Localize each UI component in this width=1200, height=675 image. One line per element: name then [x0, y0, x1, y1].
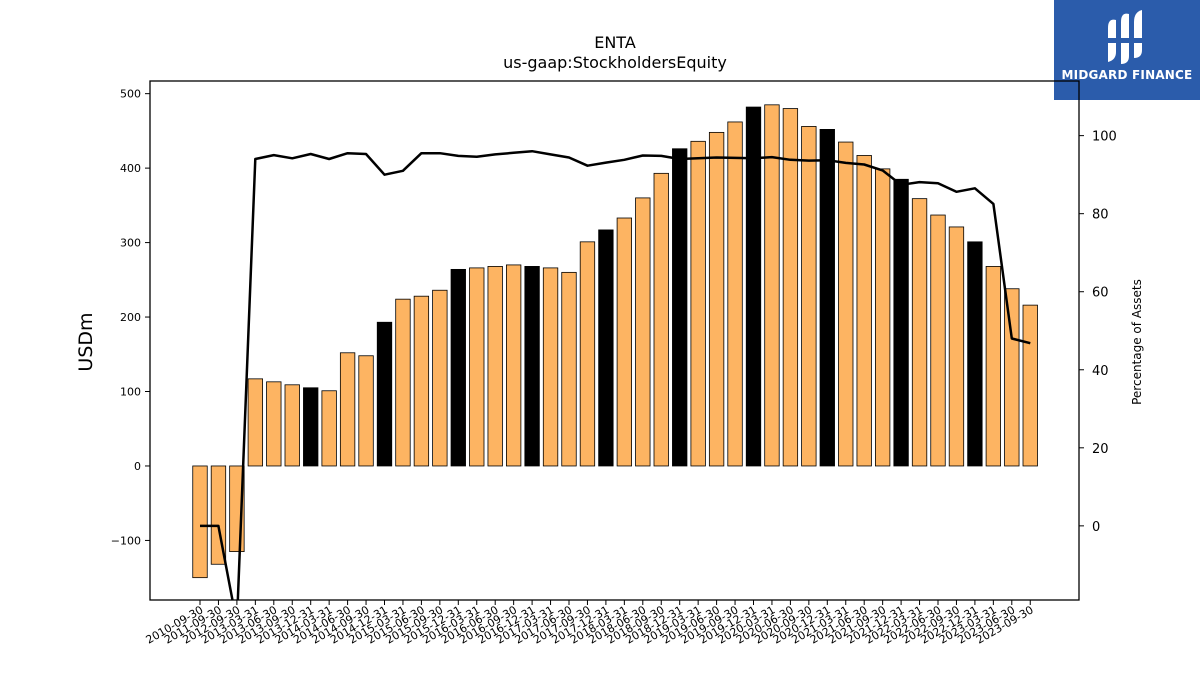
midgard-logo-mark-icon [1106, 10, 1146, 64]
bar [819, 129, 835, 467]
brand-logo: MIDGARD FINANCE [1054, 0, 1200, 100]
bar [653, 172, 669, 467]
y-tick-label: 200 [120, 311, 141, 324]
bar [432, 289, 448, 467]
y2-tick-label: 0 [1092, 520, 1100, 535]
bar [911, 198, 928, 467]
y2-tick-label: 40 [1092, 364, 1109, 379]
bar [764, 104, 780, 467]
bar [598, 229, 614, 467]
bar [450, 268, 466, 467]
bar [284, 384, 300, 467]
bar [948, 226, 965, 467]
bar [303, 387, 319, 467]
bar [985, 266, 1001, 467]
bar [339, 352, 356, 467]
bar [672, 148, 688, 467]
x-axis: 2010-09-302011-09-302012-09-302013-03-31… [144, 600, 1036, 647]
bar [321, 390, 337, 467]
bar [266, 381, 282, 467]
y2-tick-label: 80 [1092, 208, 1109, 223]
bar [469, 267, 485, 467]
bar [1022, 304, 1038, 467]
line-series [200, 149, 1031, 600]
brand-name: MIDGARD FINANCE [1061, 68, 1193, 82]
bar [247, 378, 264, 467]
y-tick-label: 0 [134, 460, 141, 473]
bar [616, 217, 632, 467]
bar [579, 241, 596, 467]
bar [782, 108, 799, 467]
bar [487, 266, 503, 467]
y2-tick-label: 20 [1092, 442, 1109, 457]
bar [413, 295, 430, 467]
bar [542, 267, 559, 467]
bar [856, 155, 872, 467]
bar-series [192, 104, 1038, 579]
percentage-line [200, 149, 1031, 600]
y2-tick-label: 100 [1092, 130, 1117, 145]
bar [561, 271, 577, 467]
bar [727, 121, 743, 467]
plot-frame [149, 80, 1080, 601]
bar [875, 168, 891, 467]
bar [395, 298, 411, 467]
bar [967, 241, 983, 467]
y-tick-label: 100 [120, 386, 141, 399]
bar [690, 140, 706, 467]
bar [745, 106, 762, 467]
bar [524, 266, 540, 467]
y-tick-label: 300 [120, 237, 141, 250]
bar [838, 141, 854, 467]
bar [376, 321, 393, 467]
bar [801, 126, 817, 467]
chart-subtitle: us-gaap:StockholdersEquity [503, 53, 727, 72]
y2-tick-label: 60 [1092, 286, 1109, 301]
chart-title: ENTA [594, 33, 636, 52]
y-axis: −100 0 100 200 300 400 500 [111, 88, 150, 547]
bar [1004, 288, 1020, 467]
bar [893, 178, 909, 467]
y-tick-label: 500 [120, 88, 141, 101]
y-axis-label: USDm [75, 312, 97, 371]
bar [505, 264, 522, 467]
y-tick-label: −100 [111, 534, 141, 547]
y2-axis: 0 20 40 60 80 100 [1079, 130, 1117, 535]
y2-axis-label: Percentage of Assets [1130, 279, 1144, 405]
bar [358, 355, 374, 467]
bar [192, 465, 208, 579]
bar [708, 131, 725, 467]
bar [635, 197, 651, 467]
bar [930, 214, 946, 467]
y-tick-label: 400 [120, 162, 141, 175]
